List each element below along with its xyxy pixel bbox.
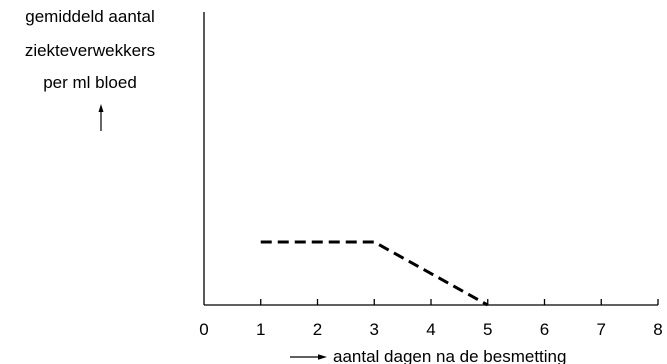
series-group <box>260 240 489 307</box>
x-tick-label-6: 6 <box>540 320 549 339</box>
x-tick-label-7: 7 <box>597 320 606 339</box>
x-tick-label-1: 1 <box>256 320 265 339</box>
series-line-0 <box>260 240 489 307</box>
x-label-arrow-icon <box>290 354 327 360</box>
y-axis-label-line-1: gemiddeld aantal <box>25 7 154 26</box>
y-label-arrow-icon <box>98 104 104 131</box>
x-tick-label-0: 0 <box>199 320 208 339</box>
x-tick-label-2: 2 <box>313 320 322 339</box>
x-tick-label-5: 5 <box>483 320 492 339</box>
x-tick-label-4: 4 <box>426 320 435 339</box>
y-axis-label-line-2: ziekteverwekkers <box>25 41 155 60</box>
x-tick-label-3: 3 <box>370 320 379 339</box>
x-tick-label-8: 8 <box>653 320 662 339</box>
x-ticks: 0 1 2 3 4 5 6 7 8 <box>199 299 663 339</box>
x-axis-label: aantal dagen na de besmetting <box>333 347 566 364</box>
y-axis-label-line-3: per ml bloed <box>43 73 137 92</box>
